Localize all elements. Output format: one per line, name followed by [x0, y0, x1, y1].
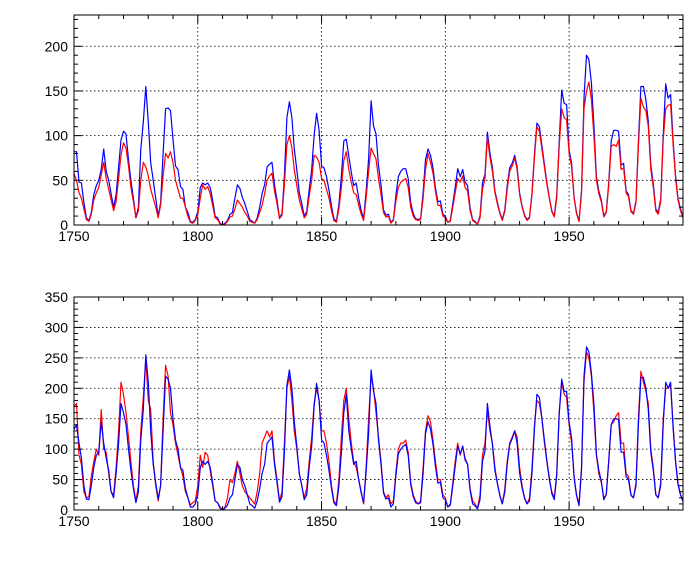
- bottom-chart-panel: 1750 1800 1850 1900 1950 0 50 100 150 200 250 300 35…: [45, 289, 684, 529]
- y-tick-label: 100: [45, 128, 69, 144]
- y-tick-label: 350: [45, 289, 69, 305]
- y-tick-label: 150: [45, 83, 69, 99]
- series-line-0: [74, 54, 683, 225]
- y-tick-label: 200: [45, 38, 69, 54]
- x-tick-label: 1850: [306, 513, 337, 529]
- x-tick-label: 1900: [430, 228, 461, 244]
- y-tick-label: 250: [45, 350, 69, 366]
- x-tick-label: 1750: [58, 228, 89, 244]
- plot-frame: [73, 14, 684, 226]
- series-line-1: [74, 81, 683, 225]
- y-tick-label: 0: [60, 502, 68, 518]
- plot-frame: [73, 296, 684, 511]
- y-tick-label: 150: [45, 411, 69, 427]
- x-tick-label: 1950: [554, 228, 585, 244]
- series-line-1: [74, 346, 683, 510]
- x-tick-label: 1750: [58, 513, 89, 529]
- y-tick-label: 50: [52, 172, 68, 188]
- y-tick-label: 100: [45, 441, 69, 457]
- y-tick-label: 300: [45, 319, 69, 335]
- x-tick-label: 1850: [306, 228, 337, 244]
- x-tick-label: 1800: [182, 228, 213, 244]
- y-tick-label: 50: [52, 472, 68, 488]
- x-tick-label: 1950: [554, 513, 585, 529]
- y-tick-label: 0: [60, 217, 68, 233]
- x-tick-label: 1900: [430, 513, 461, 529]
- y-tick-label: 200: [45, 380, 69, 396]
- x-tick-label: 1800: [182, 513, 213, 529]
- top-chart-panel: 1750 1800 1850 1900 1950 0 50 100 150 200: [45, 14, 684, 244]
